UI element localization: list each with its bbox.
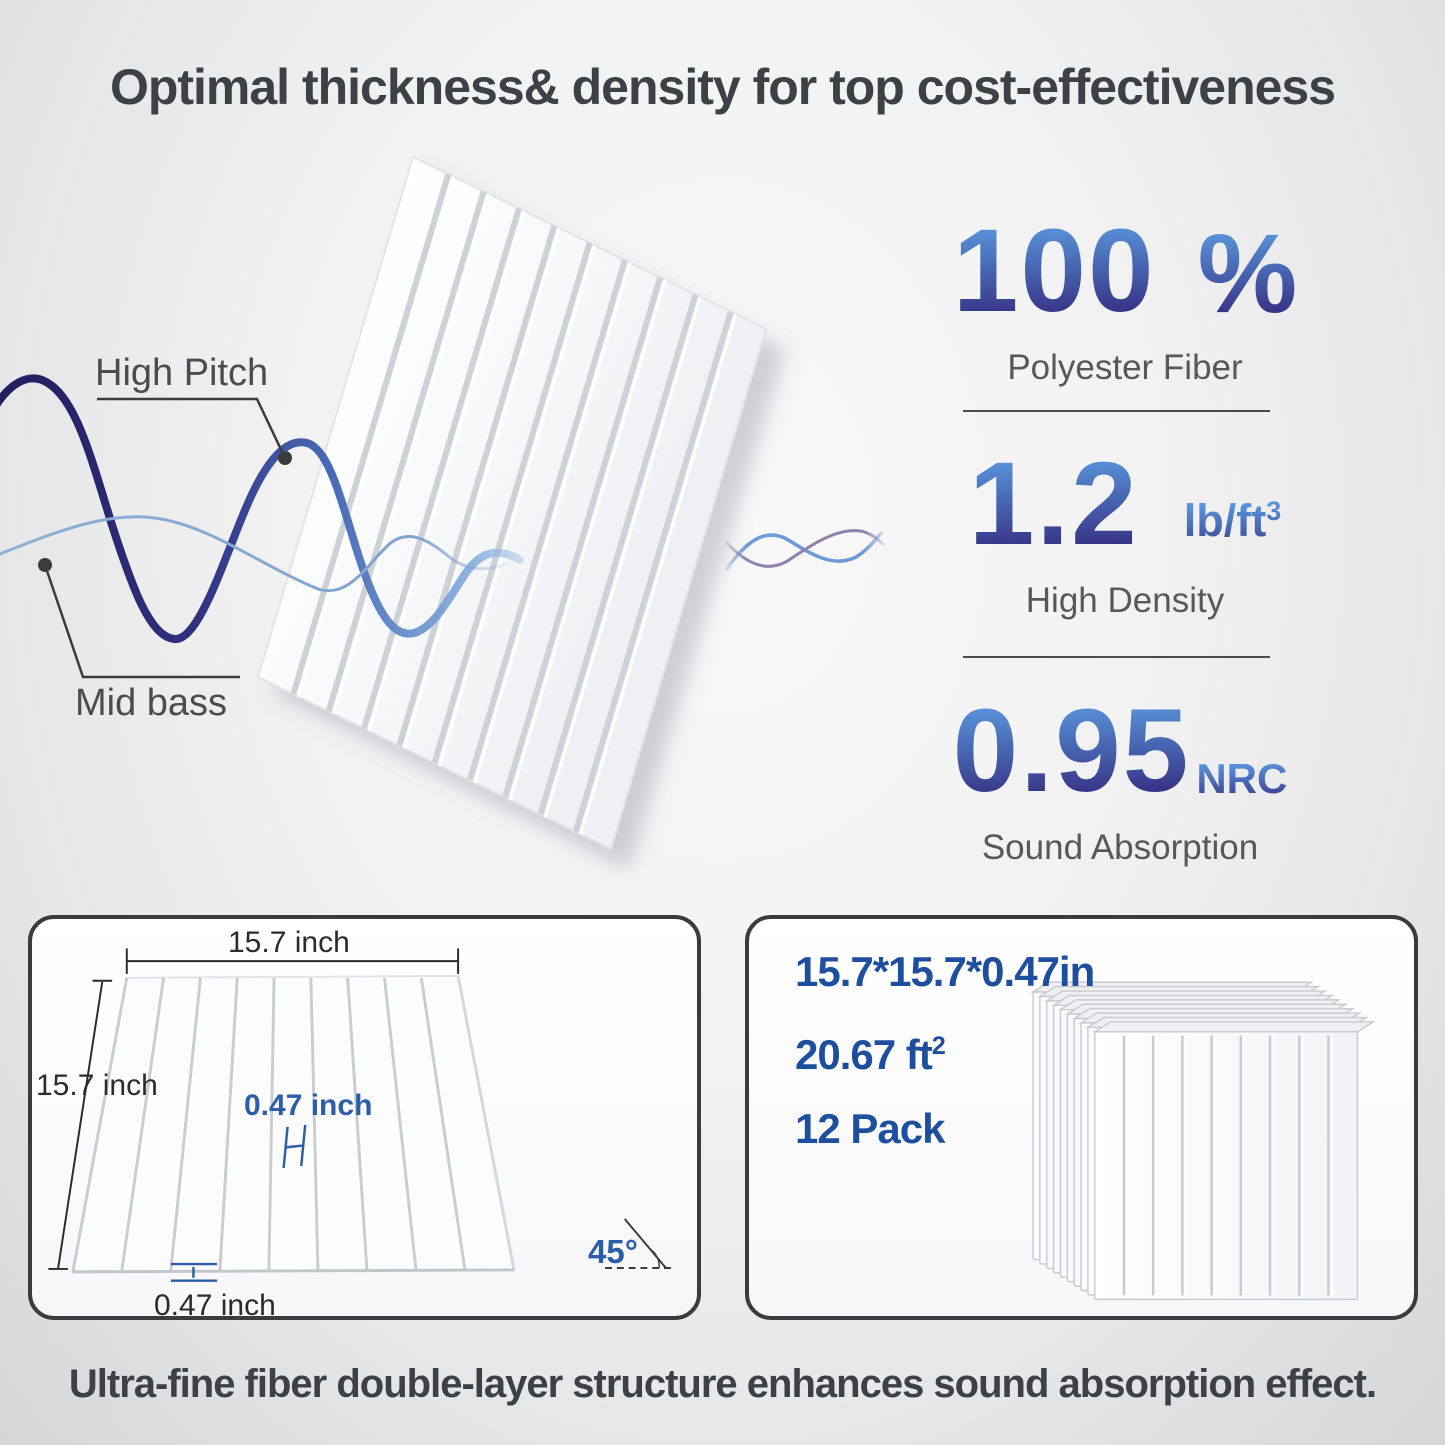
high-pitch-callout <box>97 397 292 465</box>
panel-stack-image <box>1030 981 1376 1301</box>
panel-perspective <box>71 974 516 1273</box>
height-label: 15.7 inch <box>36 1069 158 1102</box>
label-high-pitch: High Pitch <box>95 352 269 394</box>
dimension-box: 15.7 inch 15.7 inch 0.47 inch 0.47 inch … <box>28 915 701 1322</box>
high-pitch-callout-dot <box>278 451 292 465</box>
panel-groove-lines <box>120 977 469 1271</box>
label-mid-bass: Mid bass <box>75 682 228 724</box>
hero-graphic <box>0 155 886 871</box>
width-label: 15.7 inch <box>228 926 350 959</box>
stat-polyester-label: Polyester Fiber <box>1007 348 1243 387</box>
stat-nrc-label: Sound Absorption <box>981 828 1259 867</box>
transmitted-wave-purple <box>724 529 886 568</box>
height-dimension-line <box>48 979 113 1270</box>
stat-nrc: 0.95 NRC Sound Absorption <box>920 692 1320 868</box>
angle-label: 45° <box>588 1233 638 1270</box>
mid-bass-wave <box>0 515 513 593</box>
pack-area-line: 20.67 ft2 <box>795 1031 946 1078</box>
stacked-panels <box>1030 981 1376 1301</box>
groove-width-label: 0.47 inch <box>154 1289 276 1322</box>
stat-density: 1.2 lb/ft3 High Density <box>925 445 1325 621</box>
caption: Ultra-fine fiber double-layer structure … <box>68 1362 1377 1406</box>
mid-bass-callout <box>38 558 240 679</box>
dimension-diagram <box>48 948 674 1282</box>
transmitted-wave-blue <box>724 530 884 571</box>
stat-nrc-value: 0.95 <box>952 685 1191 817</box>
high-pitch-wave <box>0 374 524 643</box>
panel-grooves <box>290 173 738 835</box>
stat-polyester-unit: % <box>1197 211 1298 336</box>
stat-density-label: High Density <box>1025 581 1225 620</box>
acoustic-panel-3d <box>256 155 768 851</box>
pack-specs: 15.7*15.7*0.47in 20.67 ft2 12 Pack <box>795 935 1095 1166</box>
stat-nrc-unit: NRC <box>1196 758 1287 810</box>
stats-divider <box>963 656 1270 658</box>
stat-density-value: 1.2 <box>968 438 1139 570</box>
stats-divider <box>963 410 1270 412</box>
pack-count-line: 12 Pack <box>795 1105 945 1152</box>
stat-polyester: 100 % Polyester Fiber <box>925 212 1325 388</box>
ridge-width-label: 0.47 inch <box>244 1089 373 1122</box>
stat-polyester-value: 100 <box>952 205 1156 337</box>
pack-size-line: 15.7*15.7*0.47in <box>795 948 1095 995</box>
width-dimension-line <box>125 948 460 974</box>
page-title: Optimal thickness& density for top cost-… <box>109 59 1336 115</box>
stat-density-unit: lb/ft3 <box>1184 498 1282 563</box>
groove-width-marks <box>170 1262 217 1282</box>
ridge-width-bracket <box>282 1124 307 1169</box>
mid-bass-callout-dot <box>38 558 52 572</box>
angle-45-marker <box>605 1218 674 1269</box>
pack-box: 15.7*15.7*0.47in 20.67 ft2 12 Pack <box>745 915 1418 1320</box>
